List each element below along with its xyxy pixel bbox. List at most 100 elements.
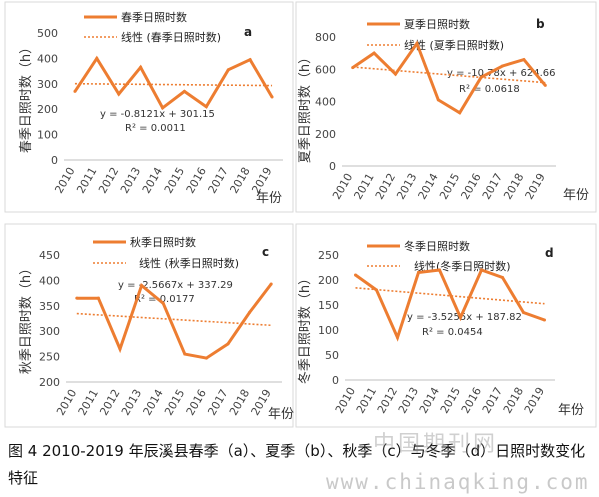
panel-c-ytick-label: 200 <box>39 376 60 389</box>
panel-c-series-line <box>76 282 273 360</box>
panel-c-xtick-label: 2015 <box>162 387 187 418</box>
panel-b-r2: R² = 0.0618 <box>459 84 520 95</box>
panel-c-legend-series: 秋季日照时数 <box>130 235 196 249</box>
panel-d-xtick-label: 2011 <box>354 385 379 416</box>
panel-a-data-point <box>117 92 121 96</box>
panel-a-ytick-label: 400 <box>37 52 58 65</box>
panel-d-ytick-label: 0 <box>332 374 339 387</box>
panel-d-legend-series: 冬季日照时数 <box>404 239 470 253</box>
panel-d-data-point <box>522 311 525 314</box>
panel-d-data-point <box>417 271 420 274</box>
panel-b-data-point <box>415 41 419 45</box>
panel-a-xtick-label: 2010 <box>52 165 77 196</box>
panel-a-data-point <box>73 89 77 93</box>
panel-c-data-point <box>226 342 230 346</box>
panel-d-ytick-label: 100 <box>318 324 339 337</box>
panel-b-data-point <box>501 64 504 68</box>
panel-b-ytick-label: 400 <box>315 96 336 109</box>
panel-a-label: a <box>244 25 252 39</box>
panel-c-xunit: 年份 <box>268 407 294 422</box>
panel-c-data-point <box>269 282 273 286</box>
panel-b-xtick-label: 2017 <box>480 171 505 202</box>
panel-a-ytick-label: 100 <box>37 129 58 142</box>
chart-panel-c: 秋季日照时数（h） c 秋季日照时数 线性 (秋季日照时数) y = -2.56… <box>4 223 294 428</box>
panel-c-ytick-label: 300 <box>39 325 60 338</box>
panel-b-series-line <box>351 40 547 115</box>
panel-d-ytick-label: 250 <box>318 249 339 262</box>
panel-c-xtick-label: 2017 <box>205 387 230 418</box>
panel-c-trend-line <box>76 312 272 327</box>
panel-a-legend-series: 春季日照时数 <box>121 11 187 24</box>
panel-d-ytick-label: 200 <box>318 274 339 287</box>
panel-c-xtick-label: 2014 <box>141 387 166 418</box>
panel-a-ytick-label: 0 <box>51 154 58 167</box>
panel-d-data-point <box>501 276 504 279</box>
panel-d-frame <box>295 223 597 428</box>
panel-d-equation: y = -3.5255x + 187.82 <box>407 312 522 323</box>
panel-b-legend-trend: 线性 (夏季日照时数) <box>404 38 504 52</box>
panel-b-xtick-label: 2011 <box>351 171 376 202</box>
chart-panel-b: 夏季日照时数（h） b 夏季日照时数 线性 (夏季日照时数) y = -10.7… <box>295 1 597 213</box>
panel-d-xtick-label: 2019 <box>522 385 547 416</box>
panel-b-data-point <box>394 72 397 76</box>
panel-a-xtick-label: 2014 <box>140 165 165 196</box>
panel-c-xtick-label: 2013 <box>119 387 144 418</box>
panel-a-data-point <box>270 95 274 99</box>
panel-b-data-point <box>351 66 355 70</box>
panel-d-data-point <box>480 268 483 272</box>
panel-b-data-point <box>479 75 483 79</box>
panel-a-data-point <box>95 56 99 60</box>
panel-c-label: c <box>262 245 269 259</box>
panel-b-label: b <box>536 17 545 31</box>
panel-b-xtick-label: 2016 <box>458 171 483 202</box>
panel-c-data-point <box>161 301 165 305</box>
panel-c-data-point <box>75 296 79 300</box>
panel-a-xtick-label: 2013 <box>118 165 143 196</box>
chart-panel-d: 冬季日照时数（h） d 冬季日照时数 线性(冬季日照时数) y = -3.525… <box>295 223 597 428</box>
panel-b-xtick-label: 2019 <box>523 171 548 202</box>
figure-caption: 图 4 2010-2019 年辰溪县春季（a）、夏季（b）、秋季（c）与冬季（d… <box>8 442 586 487</box>
panel-b-xunit: 年份 <box>563 188 589 203</box>
panel-a-data-point <box>226 68 230 72</box>
panel-d-xtick-label: 2015 <box>438 385 463 416</box>
panel-c-data-point <box>248 310 252 314</box>
panel-b-equation: y = -10.78x + 624.66 <box>447 68 556 79</box>
panel-c-xtick-label: 2011 <box>76 387 101 418</box>
panel-a-xtick-label: 2017 <box>206 165 231 196</box>
panel-b-ylabel: 夏季日照时数（h） <box>298 51 313 163</box>
panel-c-ytick-label: 400 <box>39 274 60 287</box>
panel-d-xtick-label: 2010 <box>333 385 358 416</box>
panel-b-xtick-label: 2012 <box>373 171 398 202</box>
panel-a-data-point <box>248 58 252 62</box>
panel-b-ytick-label: 200 <box>315 128 336 141</box>
panel-a-series-line <box>73 55 274 111</box>
panel-d-xtick-label: 2018 <box>501 385 526 416</box>
panel-c-frame <box>4 223 294 428</box>
chart-panel-a: 春季日照时数（h） a 春季日照时数 线性 (春季日照时数) y = -0.81… <box>4 1 294 213</box>
chart-panels: 春季日照时数（h） a 春季日照时数 线性 (春季日照时数) y = -0.81… <box>4 1 597 428</box>
panel-d-ytick-label: 150 <box>318 299 339 312</box>
panel-c-data-point <box>96 296 100 300</box>
panel-c-xtick-label: 2016 <box>184 387 209 418</box>
panel-d-xunit: 年份 <box>558 403 584 418</box>
panel-a-xtick-label: 2011 <box>74 165 99 196</box>
panel-d-data-point <box>543 318 546 322</box>
panel-c-data-point <box>183 352 187 356</box>
panel-b-xtick-label: 2018 <box>501 171 526 202</box>
panel-c-ytick-label: 450 <box>39 249 60 262</box>
panel-a-data-point <box>161 106 165 110</box>
panel-b-data-point <box>436 98 440 102</box>
panel-d-r2: R² = 0.0454 <box>422 327 483 338</box>
panel-c-xtick-label: 2018 <box>227 387 252 418</box>
panel-d-data-point <box>354 273 357 277</box>
panel-d-data-point <box>396 336 399 339</box>
panel-c-r2: R² = 0.0177 <box>134 294 195 305</box>
panel-b-data-point <box>522 58 526 62</box>
panel-b-data-point <box>458 111 462 115</box>
panel-d-data-point <box>459 316 462 319</box>
panel-a-xtick-label: 2015 <box>162 165 187 196</box>
panel-c-legend-trend: 线性 (秋季日照时数) <box>139 256 239 270</box>
panel-a-xtick-label: 2018 <box>227 165 252 196</box>
panel-a-ytick-label: 200 <box>37 103 58 116</box>
panel-d-ytick-label: 50 <box>325 349 339 362</box>
